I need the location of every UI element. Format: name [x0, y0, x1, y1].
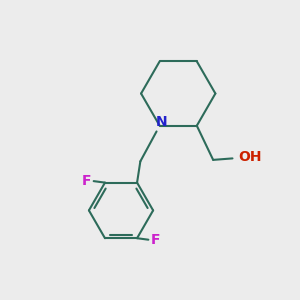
Text: OH: OH — [238, 150, 262, 164]
Text: F: F — [82, 174, 91, 188]
Text: N: N — [155, 115, 167, 129]
Text: F: F — [151, 233, 160, 247]
